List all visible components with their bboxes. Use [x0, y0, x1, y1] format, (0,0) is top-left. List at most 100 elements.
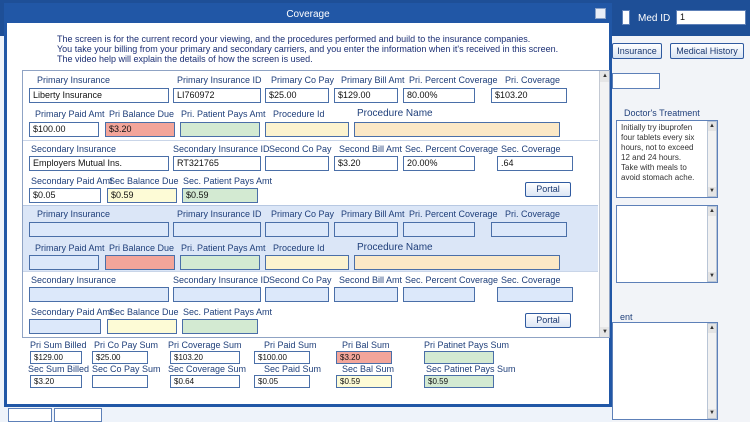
label-sec-coverage-sum: Sec Coverage Sum — [168, 364, 247, 374]
background-lower-scrollbar[interactable]: ▲ ▼ — [707, 323, 717, 419]
primary-insurance-id-field[interactable] — [173, 222, 261, 237]
pri-patient-pays-amt-field[interactable] — [180, 255, 260, 270]
label-sec-percent-coverage: Sec. Percent Coverage — [405, 275, 499, 285]
procedure-id-field[interactable] — [265, 122, 349, 137]
sums-panel: Pri Sum Billed Pri Co Pay Sum Pri Covera… — [22, 340, 612, 402]
label-primary-insurance-id: Primary Insurance ID — [177, 209, 262, 219]
background-lower-textarea[interactable] — [612, 322, 718, 420]
primary-co-pay-field[interactable] — [265, 222, 329, 237]
pri-coverage-field[interactable]: $103.20 — [491, 88, 567, 103]
secondary-insurance-field[interactable]: Employers Mutual Ins. — [29, 156, 169, 171]
second-bill-amt-field[interactable]: $3.20 — [334, 156, 398, 171]
dialog-title: Coverage — [7, 6, 609, 23]
label-pri-balance-due: Pri Balance Due — [109, 109, 175, 119]
second-co-pay-field[interactable] — [265, 156, 329, 171]
label-sec-paid-sum: Sec Paid Sum — [264, 364, 322, 374]
background-textarea-scrollbar[interactable]: ▲ ▼ — [707, 206, 717, 282]
procedure-name-field[interactable] — [354, 255, 560, 270]
procedure-name-field[interactable] — [354, 122, 560, 137]
label-secondary-insurance: Secondary Insurance — [31, 144, 117, 154]
pri-percent-coverage-field[interactable]: 80.00% — [403, 88, 475, 103]
label-pri-sum-billed: Pri Sum Billed — [30, 340, 87, 350]
label-pri-percent-coverage: Pri. Percent Coverage — [409, 209, 498, 219]
label-second-bill-amt: Second Bill Amt — [339, 275, 403, 285]
primary-insurance-field[interactable]: Liberty Insurance — [29, 88, 169, 103]
sec-coverage-field[interactable] — [497, 287, 573, 302]
secondary-insurance-id-field[interactable]: RT321765 — [173, 156, 261, 171]
secondary-insurance-id-field[interactable] — [173, 287, 261, 302]
label-pri-patient-pays-amt: Pri. Patient Pays Amt — [181, 243, 266, 253]
records-scrollbar[interactable]: ▲ ▼ — [599, 71, 609, 337]
insurance-button[interactable]: Insurance — [612, 43, 662, 59]
label-sec-patient-pays-amt: Sec. Patient Pays Amt — [183, 307, 273, 317]
pri-coverage-sum-field[interactable]: $103.20 — [170, 351, 240, 364]
scroll-up-icon[interactable]: ▲ — [600, 71, 609, 82]
pri-balance-due-field[interactable]: $3.20 — [105, 122, 175, 137]
secondary-insurance-field[interactable] — [29, 287, 169, 302]
background-bottom-field[interactable] — [8, 408, 52, 422]
med-id-field[interactable]: 1 — [676, 10, 746, 25]
label-sec-balance-due: Sec Balance Due — [109, 176, 179, 186]
label-sec-percent-coverage: Sec. Percent Coverage — [405, 144, 499, 154]
portal-button[interactable]: Portal — [525, 182, 571, 197]
pri-coverage-field[interactable] — [491, 222, 567, 237]
sec-percent-coverage-field[interactable]: 20.00% — [403, 156, 475, 171]
portal-button[interactable]: Portal — [525, 313, 571, 328]
primary-paid-amt-field[interactable]: $100.00 — [29, 122, 99, 137]
background-field[interactable] — [612, 73, 660, 89]
sec-coverage-field[interactable]: .64 — [497, 156, 573, 171]
pri-patient-pays-amt-field[interactable] — [180, 122, 260, 137]
pri-balance-due-field[interactable] — [105, 255, 175, 270]
label-secondary-insurance-id: Secondary Insurance ID — [173, 144, 270, 154]
sec-coverage-sum-field[interactable]: $0.64 — [170, 375, 240, 388]
procedure-id-field[interactable] — [265, 255, 349, 270]
sec-percent-coverage-field[interactable] — [403, 287, 475, 302]
background-bottom-field-2[interactable] — [54, 408, 102, 422]
background-textarea[interactable] — [616, 205, 718, 283]
primary-bill-amt-field[interactable] — [334, 222, 398, 237]
secondary-paid-amt-field[interactable] — [29, 319, 101, 334]
label-primary-bill-amt: Primary Bill Amt — [341, 75, 405, 85]
sec-paid-sum-field[interactable]: $0.05 — [254, 375, 310, 388]
primary-paid-amt-field[interactable] — [29, 255, 99, 270]
dialog-instructions: The screen is for the current record you… — [57, 34, 559, 64]
medical-history-button[interactable]: Medical History — [670, 43, 744, 59]
sec-patient-pays-amt-field[interactable] — [182, 319, 258, 334]
label-sec-sum-billed: Sec Sum Billed — [28, 364, 90, 374]
label-pri-patinet-pays-sum: Pri Patinet Pays Sum — [424, 340, 510, 350]
close-icon[interactable] — [595, 8, 606, 19]
label-secondary-insurance-id: Secondary Insurance ID — [173, 275, 270, 285]
pri-paid-sum-field[interactable]: $100.00 — [254, 351, 310, 364]
med-id-label: Med ID — [638, 13, 671, 24]
sec-balance-due-field[interactable]: $0.59 — [107, 188, 177, 203]
primary-bill-amt-field[interactable]: $129.00 — [334, 88, 398, 103]
pri-percent-coverage-field[interactable] — [403, 222, 475, 237]
record-1-primary: Primary Insurance Primary Insurance ID P… — [23, 71, 598, 139]
primary-co-pay-field[interactable]: $25.00 — [265, 88, 329, 103]
label-pri-coverage: Pri. Coverage — [505, 209, 561, 219]
pri-bal-sum-field[interactable]: $3.20 — [336, 351, 392, 364]
pri-sum-billed-field[interactable]: $129.00 — [30, 351, 82, 364]
second-bill-amt-field[interactable] — [334, 287, 398, 302]
coverage-dialog: Coverage The screen is for the current r… — [4, 3, 612, 407]
treatment-scrollbar[interactable]: ▲ ▼ — [707, 121, 717, 197]
primary-insurance-id-field[interactable]: LI760972 — [173, 88, 261, 103]
scroll-down-icon[interactable]: ▼ — [600, 327, 609, 337]
pri-patinet-pays-sum-field[interactable] — [424, 351, 494, 364]
sec-co-pay-sum-field[interactable] — [92, 375, 148, 388]
sec-sum-billed-field[interactable]: $3.20 — [30, 375, 82, 388]
pri-co-pay-sum-field[interactable]: $25.00 — [92, 351, 148, 364]
sec-patient-pays-amt-field[interactable]: $0.59 — [182, 188, 258, 203]
sec-bal-sum-field[interactable]: $0.59 — [336, 375, 392, 388]
secondary-paid-amt-field[interactable]: $0.05 — [29, 188, 101, 203]
primary-insurance-field[interactable] — [29, 222, 169, 237]
doctors-treatment-text[interactable]: Initially try ibuprofen four tablets eve… — [616, 120, 718, 198]
label-secondary-paid-amt: Secondary Paid Amt — [31, 176, 113, 186]
sec-balance-due-field[interactable] — [107, 319, 177, 334]
sec-patinet-pays-sum-field[interactable]: $0.59 — [424, 375, 494, 388]
label-primary-bill-amt: Primary Bill Amt — [341, 209, 405, 219]
header-field-left[interactable] — [622, 10, 630, 25]
label-second-co-pay: Second Co Pay — [269, 275, 332, 285]
second-co-pay-field[interactable] — [265, 287, 329, 302]
label-primary-co-pay: Primary Co Pay — [271, 209, 335, 219]
